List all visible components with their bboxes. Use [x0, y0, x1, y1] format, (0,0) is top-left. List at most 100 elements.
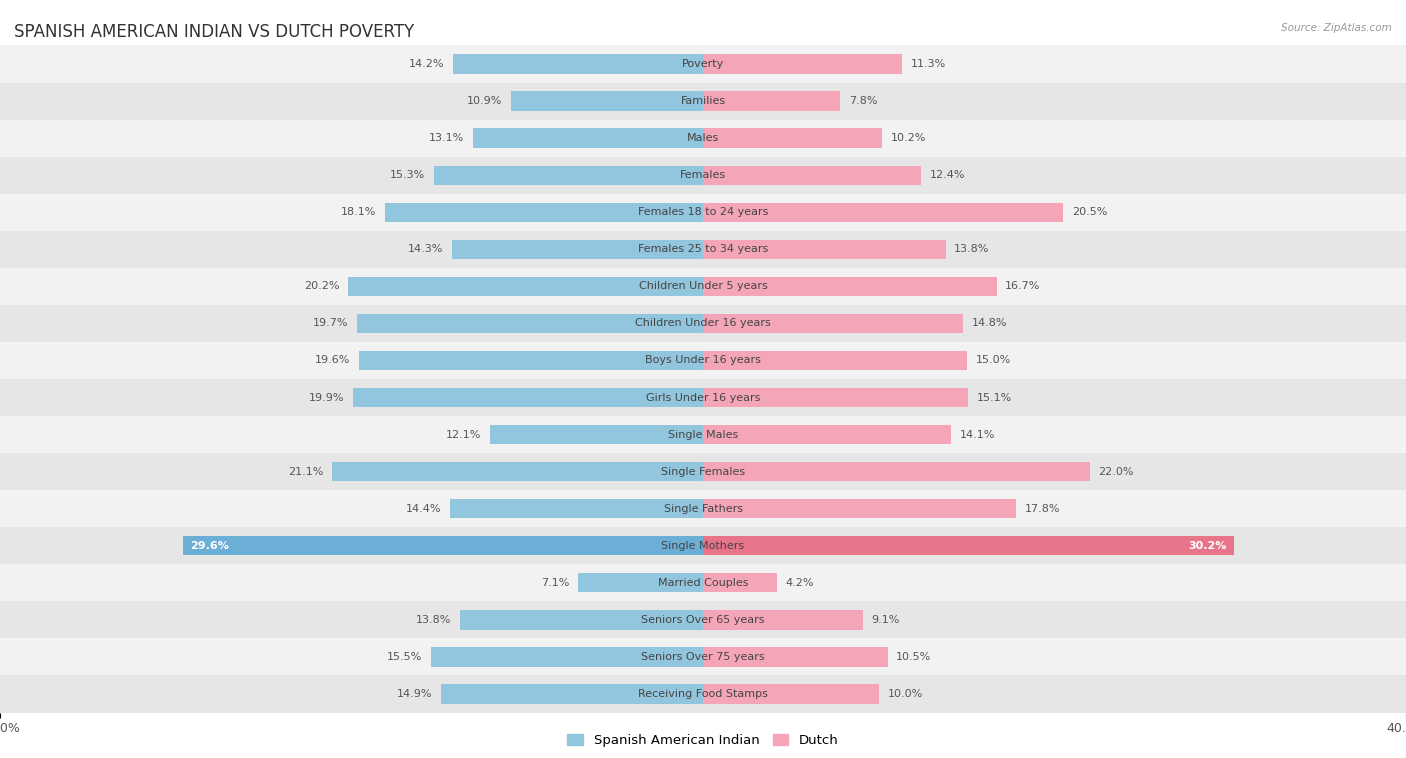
Bar	[0, 230, 1406, 268]
Text: Seniors Over 65 years: Seniors Over 65 years	[641, 615, 765, 625]
Text: 14.8%: 14.8%	[972, 318, 1007, 328]
Text: 9.1%: 9.1%	[872, 615, 900, 625]
Text: 19.7%: 19.7%	[312, 318, 349, 328]
Bar	[434, 165, 703, 185]
Text: 15.0%: 15.0%	[976, 356, 1011, 365]
Bar	[0, 453, 1406, 490]
Text: 17.8%: 17.8%	[1025, 504, 1060, 514]
Bar	[703, 240, 945, 259]
Text: 15.5%: 15.5%	[387, 652, 422, 662]
Bar	[0, 83, 1406, 120]
Bar	[0, 379, 1406, 416]
Text: 20.2%: 20.2%	[304, 281, 339, 291]
Text: Children Under 16 years: Children Under 16 years	[636, 318, 770, 328]
Text: 4.2%: 4.2%	[786, 578, 814, 587]
Text: 21.1%: 21.1%	[288, 467, 323, 477]
Text: Receiving Food Stamps: Receiving Food Stamps	[638, 689, 768, 699]
Bar	[430, 647, 703, 666]
Bar	[703, 425, 950, 444]
Bar	[0, 638, 1406, 675]
Bar	[357, 314, 703, 333]
Bar	[703, 129, 883, 148]
Text: 22.0%: 22.0%	[1098, 467, 1133, 477]
Bar	[183, 536, 703, 556]
Bar	[0, 490, 1406, 528]
Bar	[703, 314, 963, 333]
Text: 14.9%: 14.9%	[396, 689, 433, 699]
Text: SPANISH AMERICAN INDIAN VS DUTCH POVERTY: SPANISH AMERICAN INDIAN VS DUTCH POVERTY	[14, 23, 415, 41]
Text: 16.7%: 16.7%	[1005, 281, 1040, 291]
Text: 12.1%: 12.1%	[446, 430, 481, 440]
Text: Males: Males	[688, 133, 718, 143]
Text: Married Couples: Married Couples	[658, 578, 748, 587]
Text: 10.2%: 10.2%	[891, 133, 927, 143]
Bar	[0, 305, 1406, 342]
Bar	[703, 55, 901, 74]
Text: Single Males: Single Males	[668, 430, 738, 440]
Text: 7.8%: 7.8%	[849, 96, 877, 106]
Text: 14.1%: 14.1%	[960, 430, 995, 440]
Bar	[703, 277, 997, 296]
Bar	[491, 425, 703, 444]
Bar	[0, 601, 1406, 638]
Bar	[578, 573, 703, 593]
Bar	[0, 564, 1406, 601]
Text: 10.5%: 10.5%	[897, 652, 932, 662]
Text: Source: ZipAtlas.com: Source: ZipAtlas.com	[1281, 23, 1392, 33]
Bar	[0, 194, 1406, 230]
Bar	[703, 165, 921, 185]
Bar	[703, 536, 1234, 556]
Text: Females 18 to 24 years: Females 18 to 24 years	[638, 207, 768, 218]
Bar	[0, 120, 1406, 157]
Text: 12.4%: 12.4%	[929, 171, 965, 180]
Bar	[0, 675, 1406, 713]
Bar	[441, 684, 703, 703]
Bar	[0, 528, 1406, 564]
Bar	[703, 462, 1090, 481]
Bar	[703, 499, 1015, 518]
Text: 18.1%: 18.1%	[340, 207, 375, 218]
Text: 19.6%: 19.6%	[315, 356, 350, 365]
Text: 19.9%: 19.9%	[309, 393, 344, 402]
Text: 14.2%: 14.2%	[409, 59, 444, 69]
Text: Single Fathers: Single Fathers	[664, 504, 742, 514]
Text: 14.3%: 14.3%	[408, 244, 443, 254]
Bar	[349, 277, 703, 296]
Text: 13.1%: 13.1%	[429, 133, 464, 143]
Bar	[703, 573, 778, 593]
Text: 30.2%: 30.2%	[1188, 540, 1226, 551]
Text: Boys Under 16 years: Boys Under 16 years	[645, 356, 761, 365]
Bar	[451, 240, 703, 259]
Text: 15.3%: 15.3%	[389, 171, 425, 180]
Text: 29.6%: 29.6%	[190, 540, 229, 551]
Legend: Spanish American Indian, Dutch: Spanish American Indian, Dutch	[562, 729, 844, 753]
Bar	[359, 351, 703, 370]
Text: 10.0%: 10.0%	[887, 689, 922, 699]
Bar	[703, 351, 967, 370]
Bar	[703, 647, 887, 666]
Text: Single Mothers: Single Mothers	[661, 540, 745, 551]
Bar	[0, 157, 1406, 194]
Bar	[703, 610, 863, 629]
Bar	[0, 45, 1406, 83]
Text: Children Under 5 years: Children Under 5 years	[638, 281, 768, 291]
Text: 15.1%: 15.1%	[977, 393, 1012, 402]
Text: Single Females: Single Females	[661, 467, 745, 477]
Bar	[450, 499, 703, 518]
Bar	[703, 92, 839, 111]
Text: Girls Under 16 years: Girls Under 16 years	[645, 393, 761, 402]
Bar	[353, 388, 703, 407]
Bar	[512, 92, 703, 111]
Text: 20.5%: 20.5%	[1073, 207, 1108, 218]
Bar	[703, 684, 879, 703]
Bar	[332, 462, 703, 481]
Bar	[0, 342, 1406, 379]
Text: Poverty: Poverty	[682, 59, 724, 69]
Text: Seniors Over 75 years: Seniors Over 75 years	[641, 652, 765, 662]
Bar	[385, 202, 703, 222]
Text: Families: Families	[681, 96, 725, 106]
Text: 10.9%: 10.9%	[467, 96, 503, 106]
Bar	[0, 416, 1406, 453]
Bar	[0, 268, 1406, 305]
Text: Females: Females	[681, 171, 725, 180]
